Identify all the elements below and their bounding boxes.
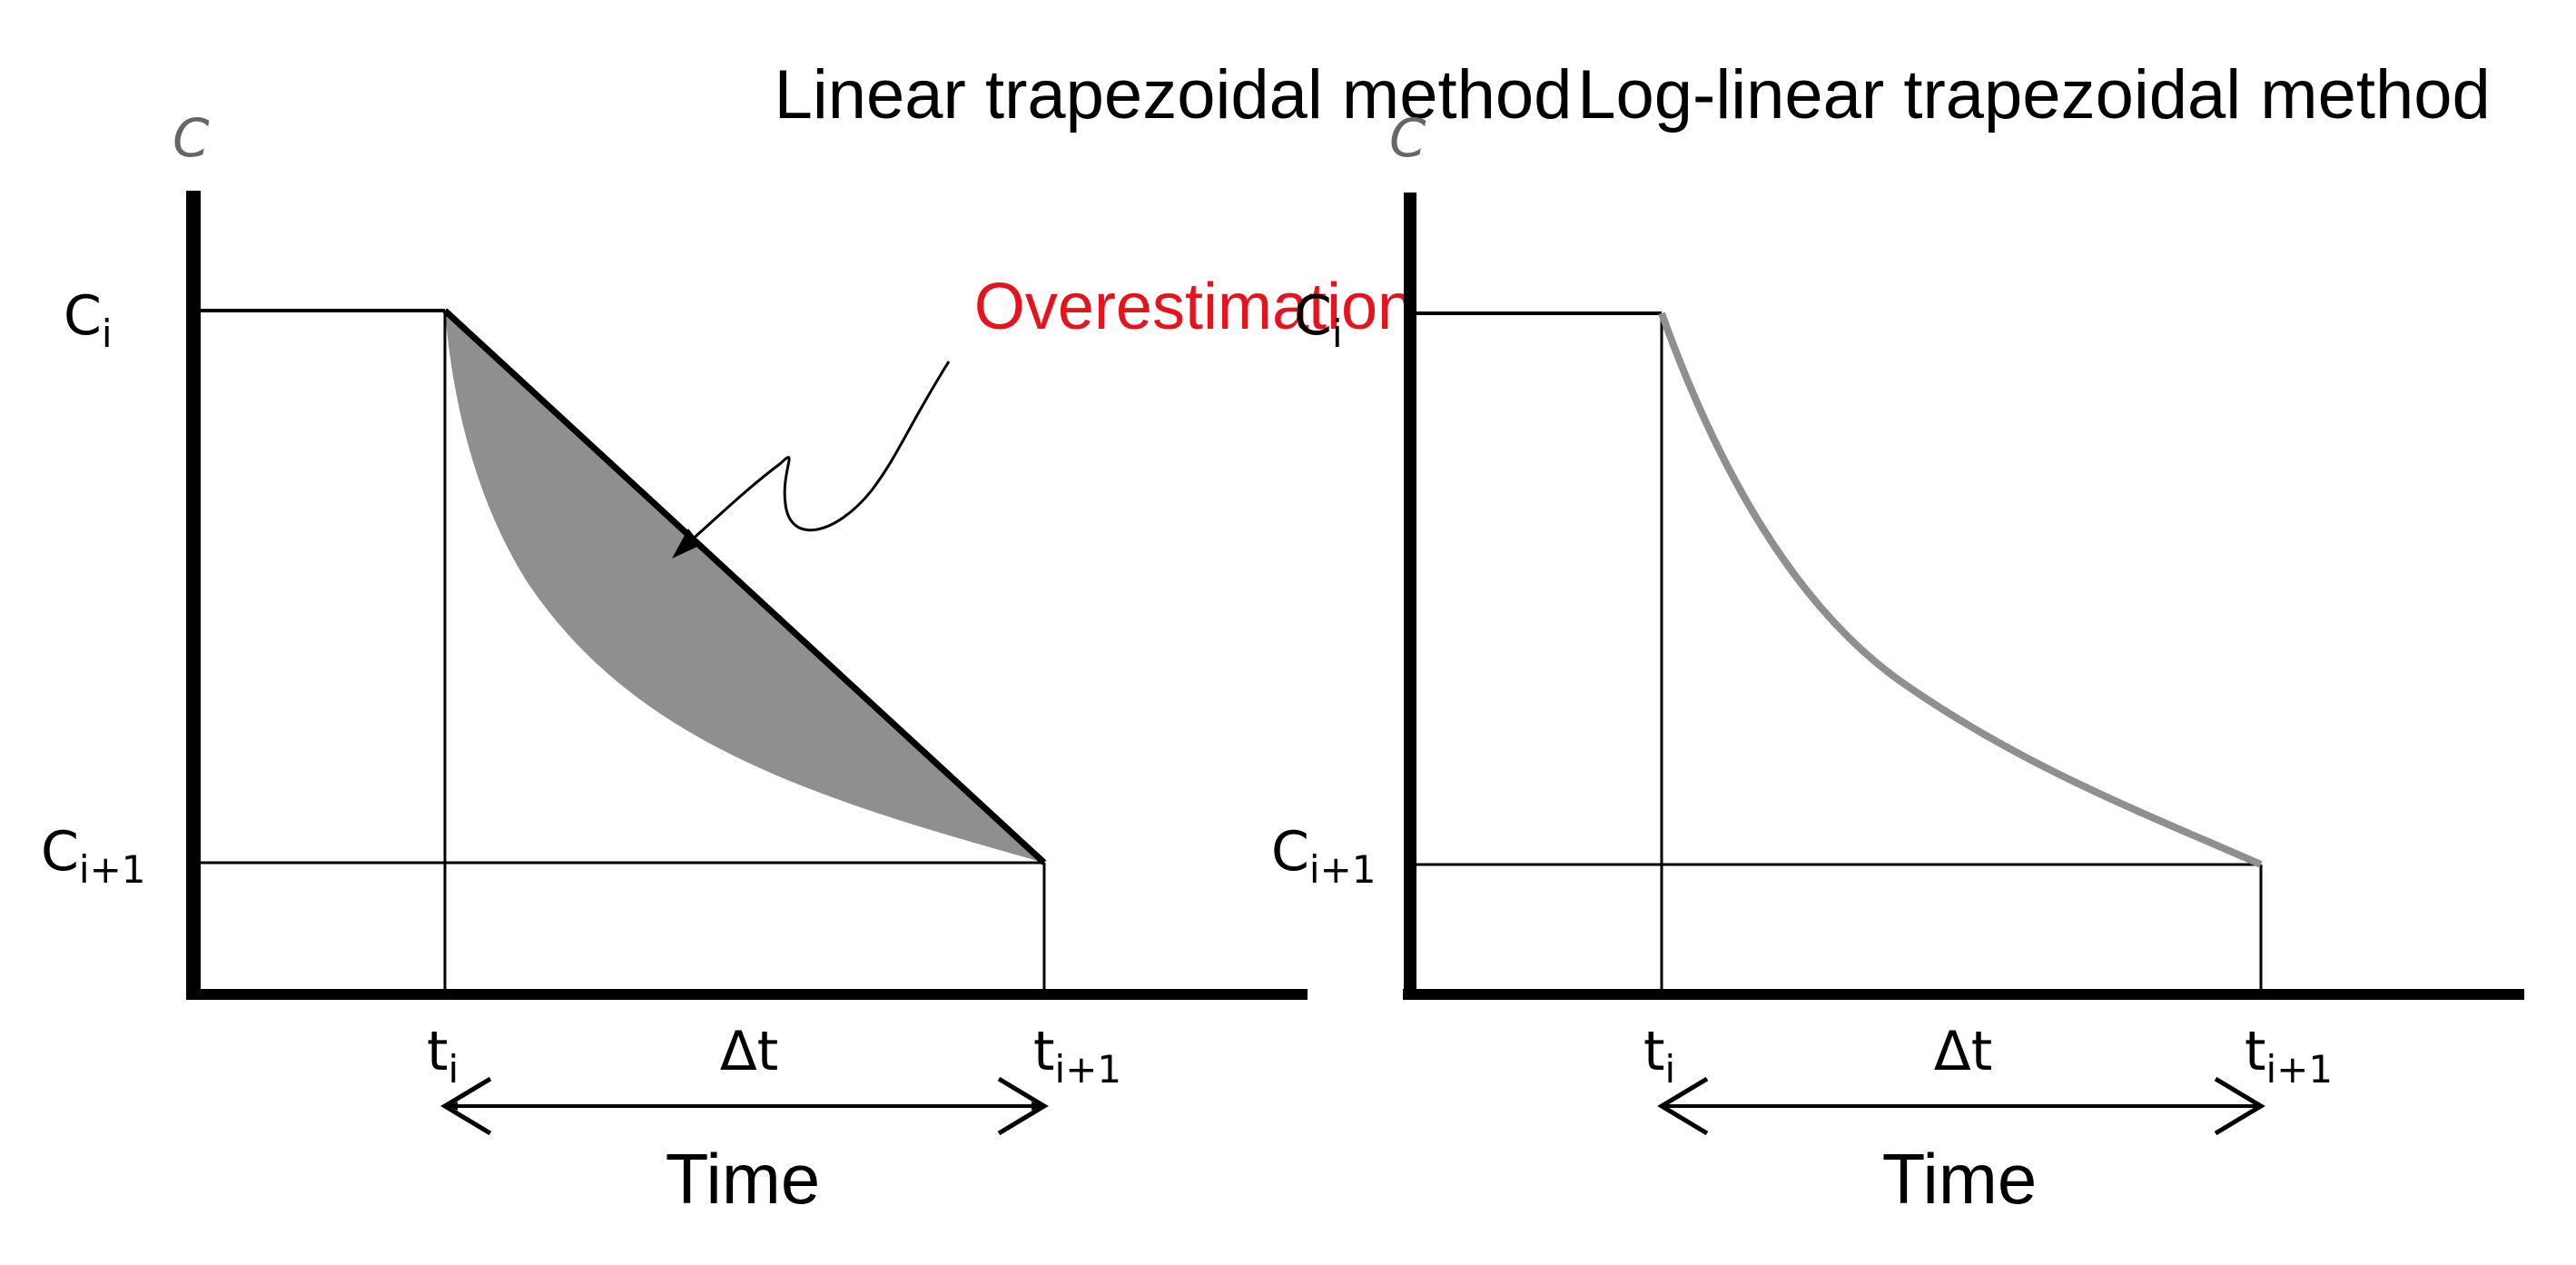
linear-panel: Linear trapezoidal method C Ci Ci+1 ti t…	[41, 56, 1572, 1219]
overestimation-pointer-line	[680, 361, 951, 551]
log-ti-label: ti	[1643, 1020, 1675, 1092]
linear-ci-label: Ci	[64, 284, 113, 356]
overestimation-pointer-head	[672, 529, 701, 558]
linear-y-axis-label: C	[173, 107, 210, 169]
linear-arrow-right-head	[997, 1076, 1049, 1136]
linear-ci1-label: Ci+1	[41, 820, 146, 892]
linear-ti1-label: ti+1	[1033, 1020, 1121, 1092]
linear-ti-label: ti	[427, 1020, 459, 1092]
log-ci-label: Ci	[1294, 284, 1343, 356]
log-ti1-label: ti+1	[2245, 1020, 2333, 1092]
linear-delta-t-label: Δt	[720, 1020, 779, 1083]
linear-chord	[442, 308, 1047, 865]
log-delta-t-label: Δt	[1934, 1020, 1993, 1083]
log-ci1-label: Ci+1	[1271, 820, 1377, 892]
log-linear-decay-curve	[1658, 311, 2263, 868]
log-linear-y-axis-label: C	[1389, 107, 1426, 169]
log-linear-panel-title: Log-linear trapezoidal method	[1577, 56, 2491, 133]
log-arrow-right-head	[2214, 1076, 2265, 1136]
linear-arrow-left-head	[440, 1076, 492, 1136]
linear-time-label: Time	[666, 1139, 820, 1219]
log-linear-panel: Log-linear trapezoidal method C Ci Ci+1 …	[1271, 56, 2524, 1219]
overestimation-label: Overestimation	[974, 271, 1414, 343]
log-time-label: Time	[1882, 1139, 2037, 1219]
linear-panel-title: Linear trapezoidal method	[775, 56, 1573, 133]
log-arrow-left-head	[1657, 1076, 1709, 1136]
